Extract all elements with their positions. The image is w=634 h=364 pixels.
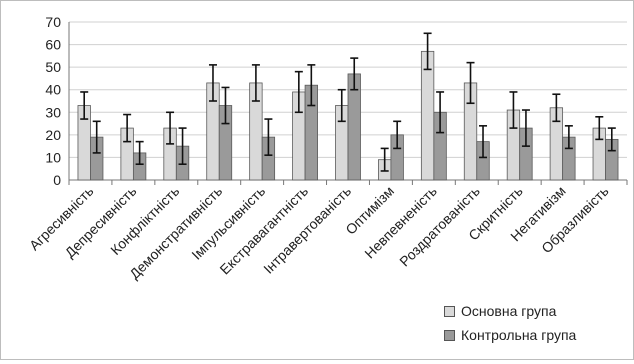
legend: Основна група Контрольна група: [444, 299, 576, 347]
legend-label-main: Основна група: [461, 303, 557, 319]
y-tick-label: 40: [45, 82, 61, 98]
y-tick-label: 60: [45, 37, 61, 53]
y-tick-label: 70: [45, 14, 61, 30]
legend-item-control: Контрольна група: [444, 323, 576, 347]
y-tick-label: 30: [45, 104, 61, 120]
y-tick-label: 0: [53, 172, 61, 188]
y-tick-label: 10: [45, 149, 61, 165]
y-tick-label: 20: [45, 127, 61, 143]
x-tick-label: Імпульсивність: [188, 183, 268, 263]
legend-label-control: Контрольна група: [461, 327, 577, 343]
y-tick-label: 50: [45, 59, 61, 75]
legend-item-main: Основна група: [444, 299, 576, 323]
legend-swatch-control: [444, 329, 455, 341]
bar-main-group: [420, 50, 435, 181]
legend-swatch-main: [444, 305, 455, 317]
